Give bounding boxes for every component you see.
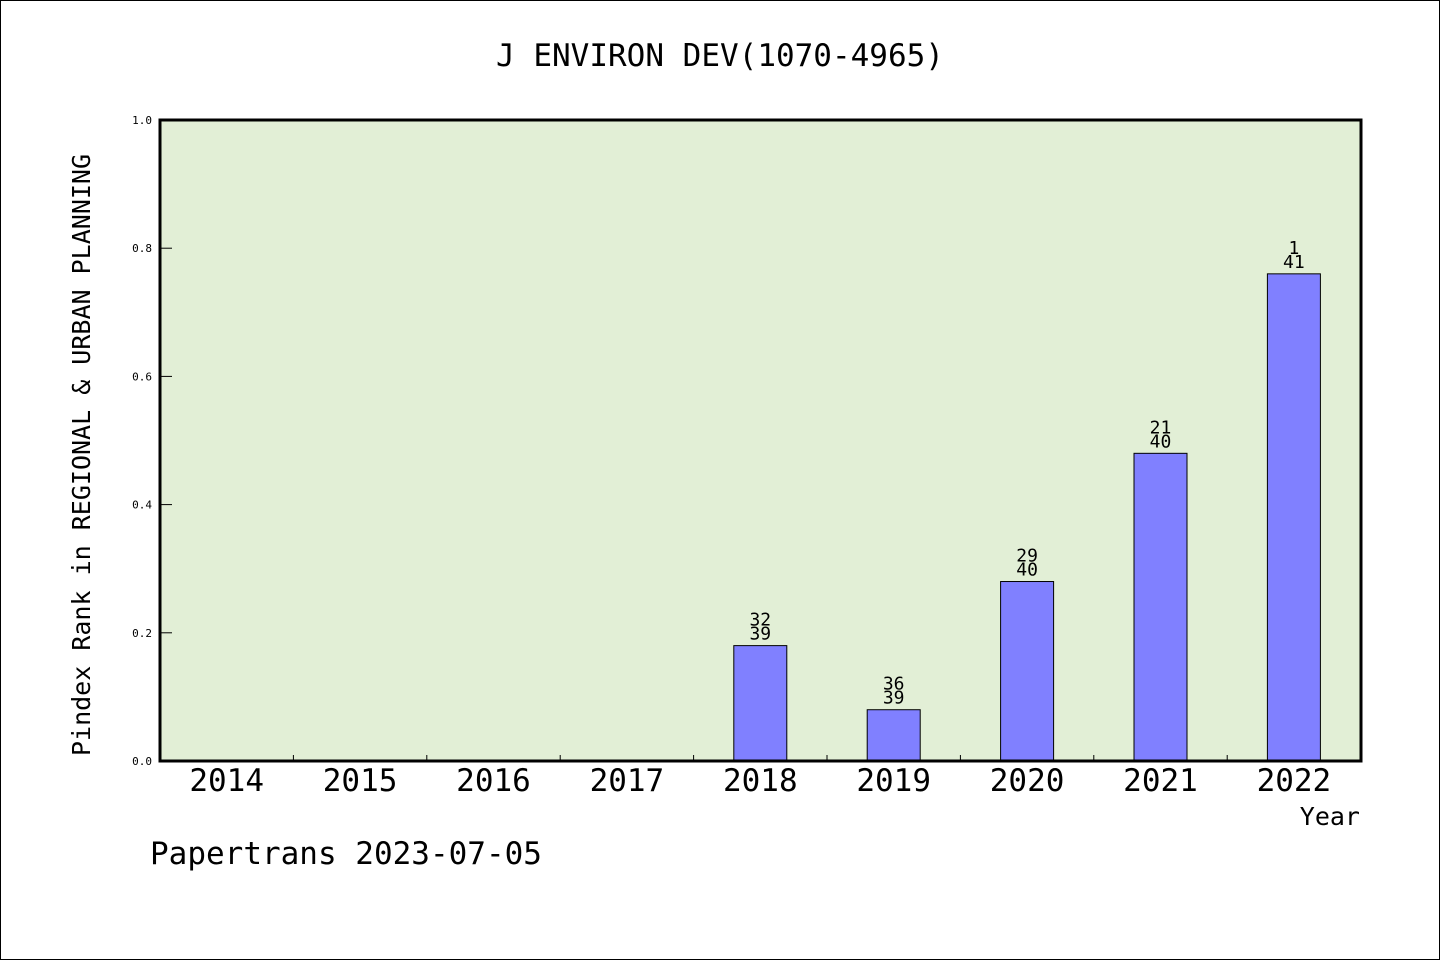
bar-total-label: 39 xyxy=(883,688,905,709)
bar-total-label: 39 xyxy=(749,624,771,645)
y-tick-label: 0.2 xyxy=(132,627,152,640)
x-tick-label: 2022 xyxy=(1257,763,1332,799)
bar-total-label: 40 xyxy=(1016,560,1038,581)
y-tick-label: 0.6 xyxy=(132,370,152,383)
bar xyxy=(866,709,921,762)
x-tick-label: 2020 xyxy=(990,763,1065,799)
footer-credit: Papertrans 2023-07-05 xyxy=(150,836,542,872)
bar-total-label: 40 xyxy=(1150,431,1172,452)
x-tick-label: 2015 xyxy=(323,763,398,799)
x-tick-label: 2016 xyxy=(456,763,531,799)
x-axis-label: Year xyxy=(1300,802,1360,831)
bar-rank-label: 29 xyxy=(1016,546,1038,567)
bar xyxy=(733,645,788,762)
y-axis-label: Pindex Rank in REGIONAL & URBAN PLANNING xyxy=(67,154,96,756)
bar-rank-label: 32 xyxy=(749,610,771,631)
x-tick-label: 2021 xyxy=(1123,763,1198,799)
y-tick-label: 0.0 xyxy=(132,755,152,768)
y-tick-label: 0.4 xyxy=(132,499,152,512)
bar xyxy=(1133,452,1188,762)
x-tick-label: 2017 xyxy=(590,763,665,799)
bar-total-label: 41 xyxy=(1283,252,1305,273)
x-tick-label: 2018 xyxy=(723,763,798,799)
plot-border xyxy=(158,118,1363,763)
bar xyxy=(1266,273,1321,762)
bar-rank-label: 21 xyxy=(1150,417,1172,438)
bar-rank-label: 1 xyxy=(1288,238,1299,259)
bar xyxy=(1000,581,1055,762)
chart-title: J ENVIRON DEV(1070-4965) xyxy=(496,38,944,74)
y-tick-label: 1.0 xyxy=(132,114,152,127)
x-tick-label: 2014 xyxy=(189,763,264,799)
ticks-group: 0.0 0.2 0.4 0.6 0.8 1.0 2014 2015 2016 2017 2018 20… xyxy=(132,114,1331,799)
x-tick-label: 2019 xyxy=(856,763,931,799)
y-tick-label: 0.8 xyxy=(132,242,152,255)
bar-rank-label: 36 xyxy=(883,674,905,695)
